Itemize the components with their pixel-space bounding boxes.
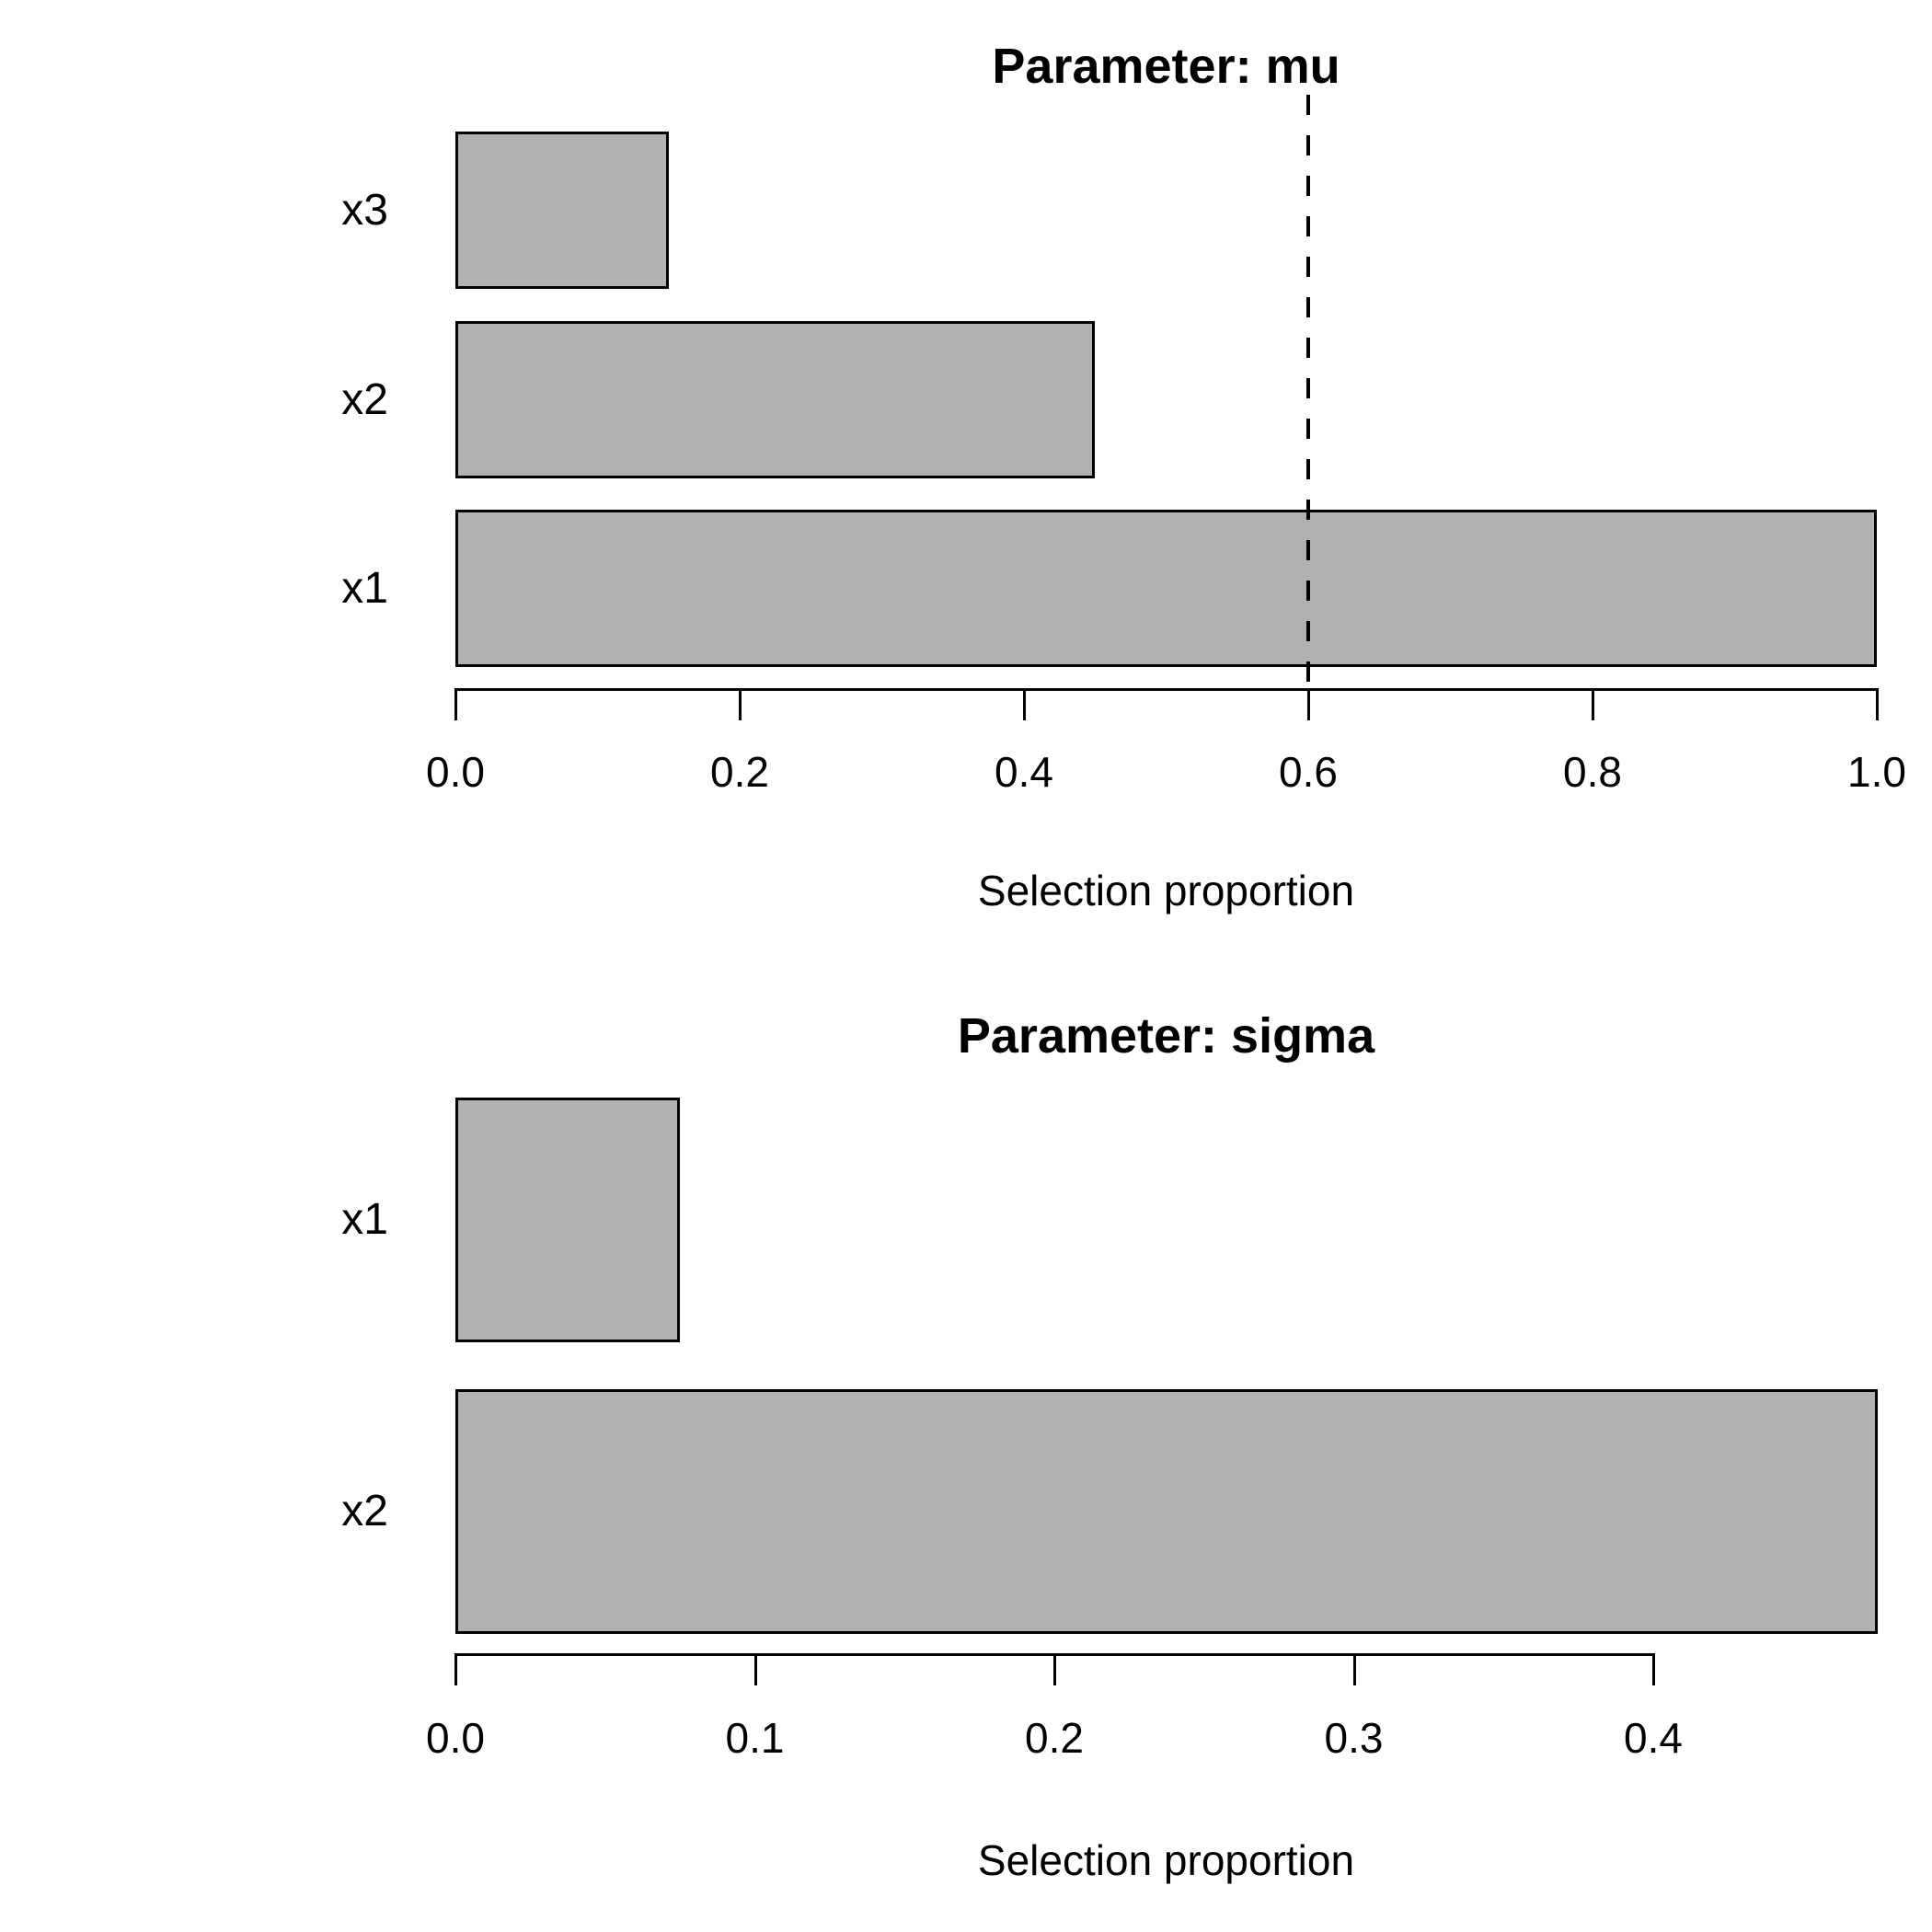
x-axis-tick	[1307, 690, 1310, 720]
x-axis-tick-label: 0.4	[1624, 1714, 1683, 1762]
chart-title-mu: Parameter: mu	[992, 39, 1340, 94]
x-axis-tick-label: 0.8	[1563, 748, 1622, 796]
x-axis-tick	[454, 1655, 457, 1685]
bar-x3	[455, 132, 669, 289]
x-axis-tick	[1876, 690, 1879, 720]
x-axis-tick-label: 0.4	[995, 748, 1053, 796]
x-axis-line	[454, 1653, 1655, 1656]
x-axis-label-mu: Selection proportion	[977, 867, 1355, 914]
y-category-label-x1: x1	[341, 563, 388, 613]
y-category-label-x3: x3	[341, 185, 388, 235]
x-axis-tick-label: 0.1	[725, 1714, 785, 1762]
x-axis-tick	[1652, 1655, 1655, 1685]
x-axis-label-sigma: Selection proportion	[977, 1836, 1355, 1884]
x-axis-tick-label: 0.6	[1279, 748, 1338, 796]
y-category-label-x2: x2	[341, 374, 388, 424]
x-axis-tick	[1352, 1655, 1356, 1685]
x-axis-tick	[1592, 690, 1594, 720]
x-axis-tick-label: 0.2	[1025, 1714, 1084, 1762]
y-category-label-x2: x2	[341, 1487, 388, 1535]
bar-x1	[455, 1098, 681, 1342]
x-axis-line	[454, 688, 1879, 691]
x-axis-tick	[454, 690, 457, 720]
chart-title-sigma: Parameter: sigma	[957, 1008, 1375, 1064]
x-axis-tick-label: 0.2	[710, 748, 769, 796]
x-axis-tick	[739, 690, 742, 720]
x-axis-tick	[753, 1655, 757, 1685]
bar-x2	[455, 321, 1096, 478]
x-axis-tick-label: 0.3	[1324, 1714, 1384, 1762]
x-axis-tick-label: 0.0	[426, 748, 485, 796]
y-category-label-x1: x1	[341, 1195, 388, 1244]
x-axis-tick-label: 1.0	[1847, 748, 1906, 796]
bar-x1	[455, 510, 1877, 667]
threshold-line	[1306, 95, 1310, 691]
bar-x2	[455, 1389, 1879, 1634]
x-axis-tick-label: 0.0	[426, 1714, 485, 1762]
x-axis-tick	[1023, 690, 1026, 720]
x-axis-tick	[1053, 1655, 1056, 1685]
